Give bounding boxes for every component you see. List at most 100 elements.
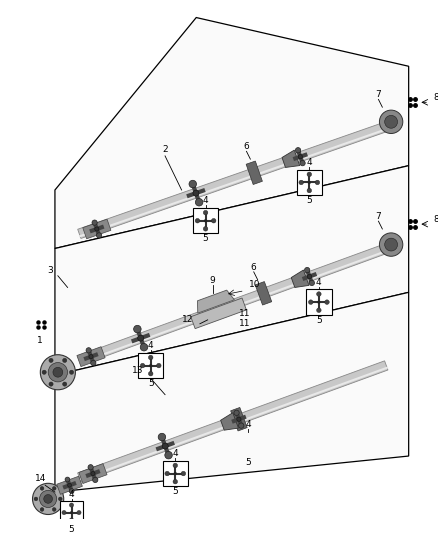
Circle shape	[149, 364, 152, 367]
Text: 14: 14	[35, 474, 46, 483]
Polygon shape	[55, 166, 409, 375]
Circle shape	[32, 483, 64, 514]
Circle shape	[63, 358, 67, 362]
Polygon shape	[221, 413, 238, 430]
Circle shape	[189, 180, 197, 188]
Circle shape	[53, 367, 63, 377]
Circle shape	[317, 308, 321, 312]
Polygon shape	[255, 281, 272, 305]
Circle shape	[63, 382, 67, 386]
Circle shape	[140, 343, 148, 351]
Text: 13: 13	[132, 366, 144, 375]
Circle shape	[70, 511, 73, 514]
Circle shape	[96, 233, 102, 238]
Circle shape	[203, 211, 208, 215]
Bar	[193, 208, 218, 233]
Circle shape	[181, 471, 186, 476]
Bar	[162, 461, 188, 486]
Text: 12: 12	[182, 315, 193, 324]
Circle shape	[42, 370, 46, 374]
Text: 4: 4	[316, 278, 321, 287]
Bar	[306, 289, 332, 315]
Text: 2: 2	[162, 145, 168, 154]
Polygon shape	[55, 292, 409, 492]
Text: 5: 5	[316, 316, 322, 325]
Polygon shape	[231, 407, 247, 431]
Circle shape	[325, 300, 329, 304]
Text: 5: 5	[245, 458, 251, 467]
Text: 4: 4	[173, 449, 178, 458]
Text: 5: 5	[69, 525, 74, 533]
Bar	[297, 170, 322, 195]
Circle shape	[299, 180, 304, 185]
Circle shape	[52, 487, 56, 490]
Polygon shape	[78, 361, 388, 482]
Polygon shape	[55, 18, 409, 248]
Circle shape	[298, 155, 302, 159]
Circle shape	[239, 423, 244, 429]
Circle shape	[67, 483, 71, 487]
Circle shape	[309, 280, 314, 286]
Circle shape	[49, 358, 53, 362]
Circle shape	[307, 188, 311, 193]
Circle shape	[40, 507, 44, 511]
Circle shape	[379, 110, 403, 133]
Circle shape	[65, 477, 70, 482]
Circle shape	[40, 487, 44, 490]
Text: 5: 5	[173, 487, 178, 496]
Polygon shape	[198, 290, 234, 313]
Text: 5: 5	[307, 196, 312, 205]
Circle shape	[49, 382, 53, 386]
Circle shape	[89, 354, 93, 359]
Circle shape	[173, 463, 177, 468]
Text: 4: 4	[69, 490, 74, 499]
Text: 8: 8	[433, 215, 438, 224]
Circle shape	[58, 497, 62, 501]
Circle shape	[193, 190, 199, 196]
Circle shape	[300, 160, 305, 166]
Circle shape	[317, 292, 321, 296]
Polygon shape	[246, 161, 262, 184]
Circle shape	[203, 227, 208, 231]
Circle shape	[148, 372, 153, 376]
Circle shape	[174, 472, 177, 475]
Circle shape	[212, 219, 216, 223]
Text: 11: 11	[239, 309, 251, 318]
Circle shape	[317, 301, 321, 304]
Polygon shape	[57, 476, 82, 494]
Text: 10: 10	[249, 280, 260, 289]
Circle shape	[158, 433, 166, 441]
Circle shape	[86, 348, 91, 353]
Circle shape	[70, 370, 74, 374]
Text: 4: 4	[203, 196, 208, 205]
Text: 4: 4	[307, 158, 312, 167]
Circle shape	[62, 511, 66, 515]
Text: 9: 9	[210, 276, 215, 285]
Circle shape	[385, 238, 398, 251]
Text: 7: 7	[375, 212, 381, 221]
Circle shape	[295, 148, 301, 153]
Circle shape	[195, 198, 203, 206]
Circle shape	[40, 354, 75, 390]
Polygon shape	[79, 464, 107, 483]
Circle shape	[237, 417, 241, 421]
Polygon shape	[191, 298, 247, 329]
Circle shape	[234, 410, 239, 415]
Polygon shape	[77, 346, 105, 367]
Circle shape	[34, 497, 38, 501]
Text: 8: 8	[433, 93, 438, 102]
Text: 4: 4	[148, 341, 154, 350]
Text: 11: 11	[239, 319, 251, 328]
Bar	[60, 501, 83, 524]
Circle shape	[69, 503, 74, 507]
Circle shape	[48, 362, 67, 382]
Polygon shape	[83, 219, 111, 239]
Polygon shape	[78, 244, 388, 365]
Circle shape	[91, 360, 96, 366]
Text: 5: 5	[148, 379, 154, 388]
Text: 1: 1	[37, 336, 43, 345]
Circle shape	[69, 489, 74, 494]
Polygon shape	[291, 270, 309, 287]
Text: 7: 7	[375, 91, 381, 99]
Circle shape	[77, 511, 81, 515]
